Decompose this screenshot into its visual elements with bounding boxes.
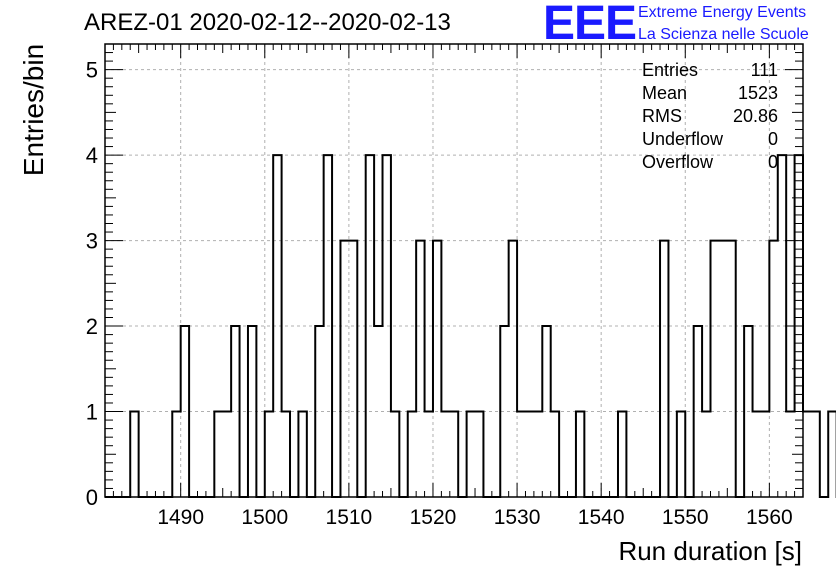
histogram-bin [761, 412, 769, 497]
histogram-bin [677, 412, 685, 497]
histogram-bin [298, 412, 306, 497]
histogram-bin [349, 241, 357, 497]
logo-line-2: La Scienza nelle Scuole [638, 26, 809, 43]
x-tick-label: 1560 [746, 506, 793, 529]
eee-logo: EEE [543, 0, 637, 50]
histogram-bin [702, 412, 710, 497]
stats-label: Mean [642, 83, 688, 103]
histogram-bin [340, 241, 348, 497]
stats-label: RMS [642, 106, 682, 126]
histogram-bin [374, 326, 382, 497]
histogram-bin [408, 412, 416, 497]
stats-label: Overflow [642, 152, 714, 172]
x-tick-label: 1550 [662, 506, 709, 529]
y-tick-label: 1 [86, 400, 98, 425]
y-tick-label: 0 [86, 485, 98, 510]
x-tick-label: 1520 [410, 506, 457, 529]
histogram-bin [509, 241, 517, 497]
x-tick-label: 1530 [494, 506, 541, 529]
histogram-bin [282, 412, 290, 497]
histogram-bin [811, 412, 819, 497]
histogram-bin [231, 326, 239, 497]
histogram-bin [172, 412, 180, 497]
x-tick-label: 1490 [157, 506, 204, 529]
y-tick-label: 3 [86, 229, 98, 254]
stats-value: 20.86 [732, 106, 778, 126]
histogram-bin [475, 412, 483, 497]
histogram-bin [618, 412, 626, 497]
histogram-bin [769, 241, 777, 497]
histogram-bin [542, 326, 550, 497]
x-tick-label: 1510 [326, 506, 373, 529]
logo-line-1: Extreme Energy Events [638, 4, 807, 21]
y-tick-label: 4 [86, 143, 98, 168]
histogram-bin [744, 326, 752, 497]
stats-value: 0 [767, 152, 778, 172]
x-axis-label: Run duration [s] [618, 536, 802, 566]
histogram-outline [105, 154, 836, 498]
histogram-bin [534, 412, 542, 497]
histogram-bin [660, 241, 668, 497]
histogram-bin [366, 155, 374, 497]
histogram-bin [425, 412, 433, 497]
histogram-bin [441, 412, 449, 497]
y-tick-label: 5 [86, 58, 98, 83]
histogram-bin [248, 326, 256, 497]
histogram-bin [181, 326, 189, 497]
histogram-bin [710, 241, 718, 497]
histogram-bin [391, 412, 399, 497]
histogram-bin [315, 326, 323, 497]
histogram-bin [273, 155, 281, 497]
stats-label: Entries [642, 60, 699, 80]
histogram-bin [517, 412, 525, 497]
histogram-bin [467, 412, 475, 497]
histogram-bin [576, 412, 584, 497]
stats-value: 1523 [737, 83, 778, 103]
histogram-bin [450, 412, 458, 497]
histogram-bin [551, 412, 559, 497]
histogram-bin [500, 326, 508, 497]
histogram-bin [525, 412, 533, 497]
histogram-bin [223, 412, 231, 497]
histogram-bin [719, 241, 727, 497]
histogram-bin [803, 412, 811, 497]
histogram-bin [416, 241, 424, 497]
histogram-bin [753, 412, 761, 497]
histogram-bin [778, 155, 786, 497]
histogram-bin [324, 155, 332, 497]
x-tick-label: 1500 [241, 506, 288, 529]
stats-label: Underflow [642, 129, 724, 149]
chart-title: AREZ-01 2020-02-12--2020-02-13 [84, 9, 451, 36]
stats-value: 0 [767, 129, 778, 149]
x-tick-label: 1540 [578, 506, 625, 529]
histogram-bin [265, 412, 273, 497]
histogram-bin [433, 241, 441, 497]
plot-frame [104, 43, 804, 498]
histogram-bin [828, 412, 836, 497]
histogram-bin [214, 412, 222, 497]
histogram-bin [383, 155, 391, 497]
histogram-bin [694, 326, 702, 497]
histogram-bin [130, 412, 138, 497]
y-tick-label: 2 [86, 314, 98, 339]
stats-value: 111 [750, 60, 778, 80]
histogram-bin [727, 241, 735, 497]
